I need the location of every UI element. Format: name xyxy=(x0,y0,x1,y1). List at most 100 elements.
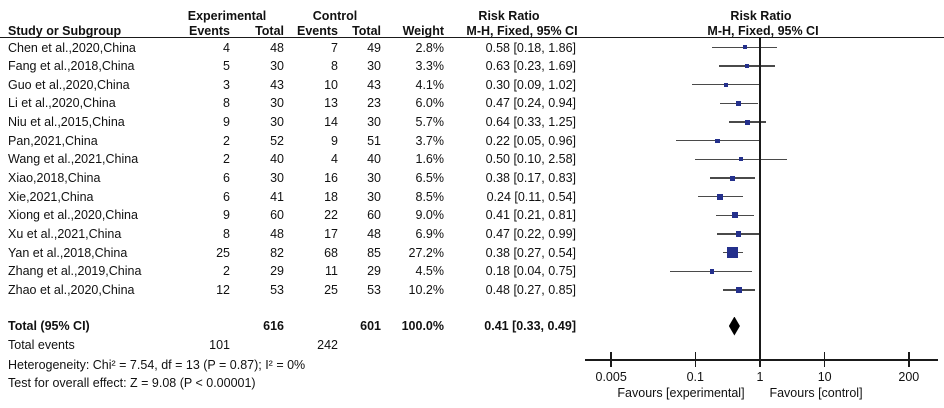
effect-marker xyxy=(738,157,743,162)
weight: 6.0% xyxy=(415,96,445,111)
axis-tick-label: 200 xyxy=(898,370,920,384)
weight: 1.6% xyxy=(415,152,445,167)
weight: 6.9% xyxy=(415,227,445,241)
study-name: Yan et al.,2018,China xyxy=(8,245,128,260)
study-name: Niu et al.,2015,China xyxy=(8,115,125,130)
weight: 4.1% xyxy=(415,77,445,92)
study-name: Chen et al.,2020,China xyxy=(8,40,136,55)
study-name: Xie,2021,China xyxy=(8,189,94,204)
study-name: Zhang et al.,2019,China xyxy=(8,264,142,279)
table-row: Yan et al.,2018,China 25 82 68 85 27.2% 0.38 [… xyxy=(0,244,944,262)
favours-control-label: Favours [control] xyxy=(769,386,863,400)
ctrl-total: 30 xyxy=(367,59,381,74)
exp-total: 82 xyxy=(270,245,284,260)
effect-marker xyxy=(736,100,742,106)
table-row: Wang et al.,2021,China 2 40 4 40 1.6% 0.50 [0.… xyxy=(0,150,944,168)
table-row: Fang et al.,2018,China 5 30 8 30 3.3% 0.63 [0.… xyxy=(0,57,944,75)
heterogeneity-text: Heterogeneity: Chi² = 7.54, df = 13 (P =… xyxy=(8,358,306,372)
total-weight: 100.0% xyxy=(401,319,444,333)
axis-tick xyxy=(823,352,826,367)
study-name: Xiao,2018,China xyxy=(8,171,101,186)
axis-tick xyxy=(908,352,910,367)
ctrl-total: 30 xyxy=(367,171,381,186)
total-events-label: Total events xyxy=(8,338,75,352)
axis-tick-label: 0.005 xyxy=(595,370,627,384)
ctrl-events: 9 xyxy=(331,133,338,148)
weight: 27.2% xyxy=(408,245,444,260)
ctrl-events: 17 xyxy=(324,227,338,241)
study-name: Zhao et al.,2020,China xyxy=(8,282,135,297)
axis-tick xyxy=(694,352,696,367)
ctrl-events: 68 xyxy=(324,245,338,260)
ctrl-events: 4 xyxy=(331,152,338,167)
ctrl-events: 16 xyxy=(324,171,338,186)
rr-ci-text: 0.38 [0.27, 0.54] xyxy=(485,245,576,260)
header-risk-ratio-plot: Risk Ratio xyxy=(730,9,792,23)
exp-events: 2 xyxy=(223,264,230,279)
study-name: Li et al.,2020,China xyxy=(8,96,116,111)
rr-ci-text: 0.18 [0.04, 0.75] xyxy=(485,264,576,279)
weight: 2.8% xyxy=(415,40,445,55)
rr-ci-text: 0.41 [0.21, 0.81] xyxy=(485,208,576,223)
rr-ci-text: 0.47 [0.22, 0.99] xyxy=(485,227,576,241)
table-row: Pan,2021,China 2 52 9 51 3.7% 0.22 [0.05, 0.96… xyxy=(0,132,944,150)
header-method-ci-text: M-H, Fixed, 95% CI xyxy=(466,24,578,38)
ctrl-total: 49 xyxy=(367,40,381,55)
rr-ci-text: 0.22 [0.05, 0.96] xyxy=(485,133,576,148)
effect-marker xyxy=(717,193,723,200)
effect-marker xyxy=(709,269,715,274)
ctrl-total: 53 xyxy=(367,282,381,297)
weight: 10.2% xyxy=(408,282,444,297)
weight: 8.5% xyxy=(415,189,445,204)
x-axis-line xyxy=(585,359,938,361)
ctrl-total: 29 xyxy=(367,264,381,279)
exp-events: 2 xyxy=(223,133,230,148)
effect-marker xyxy=(744,64,750,69)
exp-events: 25 xyxy=(216,245,230,260)
header-exp-total: Total xyxy=(255,24,284,38)
weight: 4.5% xyxy=(415,264,445,279)
header-weight: Weight xyxy=(402,24,444,38)
exp-events: 8 xyxy=(223,96,230,111)
exp-events: 3 xyxy=(223,77,230,92)
study-name: Xu et al.,2021,China xyxy=(8,227,122,241)
ctrl-events: 13 xyxy=(324,96,338,111)
table-row: Xiong et al.,2020,China 9 60 22 60 9.0% 0.41 [… xyxy=(0,206,944,224)
exp-total: 60 xyxy=(270,208,284,223)
exp-events: 9 xyxy=(223,115,230,130)
total-ctrl-total: 601 xyxy=(360,319,381,333)
exp-total: 48 xyxy=(270,227,284,241)
header-study-or-subgroup: Study or Subgroup xyxy=(8,24,122,38)
rr-ci-text: 0.58 [0.18, 1.86] xyxy=(485,40,576,55)
favours-experimental-label: Favours [experimental] xyxy=(617,386,745,400)
axis-tick xyxy=(610,352,612,367)
header-method-ci-plot: M-H, Fixed, 95% CI xyxy=(707,24,819,38)
exp-events: 2 xyxy=(223,152,230,167)
total-exp-total: 616 xyxy=(263,319,284,333)
weight: 9.0% xyxy=(415,208,445,223)
table-row: Guo et al.,2020,China 3 43 10 43 4.1% 0.30 [0.… xyxy=(0,76,944,94)
ctrl-events: 18 xyxy=(324,189,338,204)
total-events-ctrl: 242 xyxy=(317,338,338,352)
exp-events: 12 xyxy=(216,282,230,297)
table-row: Xie,2021,China 6 41 18 30 8.5% 0.24 [0.11, 0.5… xyxy=(0,188,944,206)
exp-total: 30 xyxy=(270,59,284,74)
axis-tick xyxy=(759,352,761,367)
effect-marker xyxy=(736,286,743,294)
ctrl-events: 14 xyxy=(324,115,338,130)
weight: 3.3% xyxy=(415,59,445,74)
rr-ci-text: 0.63 [0.23, 1.69] xyxy=(485,59,576,74)
total-events-exp: 101 xyxy=(209,338,230,352)
table-row: Xiao,2018,China 6 30 16 30 6.5% 0.38 [0.17, 0.… xyxy=(0,169,944,187)
effect-marker xyxy=(736,231,742,237)
no-effect-line xyxy=(759,38,761,360)
effect-marker xyxy=(732,212,738,219)
effect-marker xyxy=(715,138,720,143)
header-exp-events: Events xyxy=(189,24,230,38)
header-control: Control xyxy=(312,9,358,23)
ctrl-events: 22 xyxy=(324,208,338,223)
ctrl-total: 43 xyxy=(367,77,381,92)
table-row: Niu et al.,2015,China 9 30 14 30 5.7% 0.64 [0.… xyxy=(0,113,944,131)
table-row: Zhao et al.,2020,China 12 53 25 53 10.2% 0.48 … xyxy=(0,281,944,299)
header-ctrl-events: Events xyxy=(297,24,338,38)
